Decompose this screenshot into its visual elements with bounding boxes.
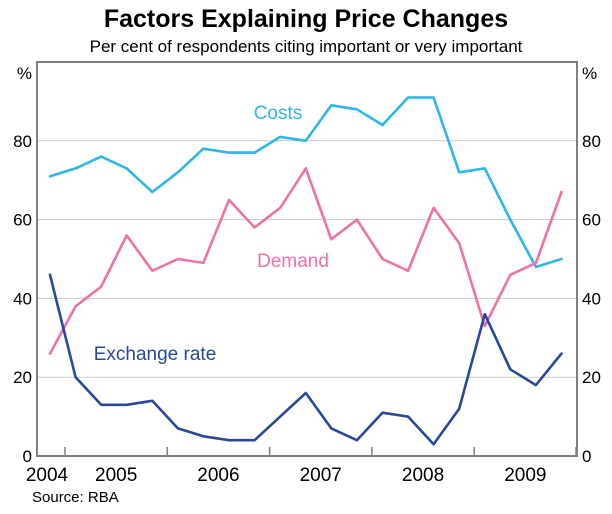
y-axis-label-left-80: 80 <box>13 132 32 151</box>
costs-series-label: Costs <box>254 103 303 124</box>
chart-title: Factors Explaining Price Changes <box>103 5 509 33</box>
y-axis-label-right-40: 40 <box>582 289 601 308</box>
y-axis-label-left-60: 60 <box>13 211 32 230</box>
y-axis-unit-right: % <box>582 64 597 83</box>
exchange-rate-series-label: Exchange rate <box>94 344 217 365</box>
demand-line <box>48 167 563 355</box>
x-axis-label-2004: 2004 <box>26 465 69 486</box>
x-axis-label-2007: 2007 <box>300 465 342 486</box>
y-axis-label-right-0: 0 <box>582 447 591 466</box>
x-axis-label-2008: 2008 <box>402 465 444 486</box>
source-note: Source: RBA <box>32 489 119 506</box>
x-axis-label-2006: 2006 <box>197 465 239 486</box>
y-axis-label-left-40: 40 <box>13 289 32 308</box>
chart-subtitle: Per cent of respondents citing important… <box>89 37 523 56</box>
y-axis-label-right-60: 60 <box>582 211 601 230</box>
x-axis-label-2005: 2005 <box>95 465 137 486</box>
y-axis-label-right-20: 20 <box>582 368 601 387</box>
x-axis-label-2009: 2009 <box>504 465 546 486</box>
exchange-rate-line <box>48 273 563 446</box>
y-axis-label-right-80: 80 <box>582 132 601 151</box>
y-axis-unit-left: % <box>17 64 32 83</box>
plot-border <box>36 61 578 457</box>
costs-line <box>48 96 563 269</box>
y-axis-label-left-0: 0 <box>23 447 32 466</box>
demand-series-label: Demand <box>257 251 329 272</box>
y-axis-label-left-20: 20 <box>13 368 32 387</box>
